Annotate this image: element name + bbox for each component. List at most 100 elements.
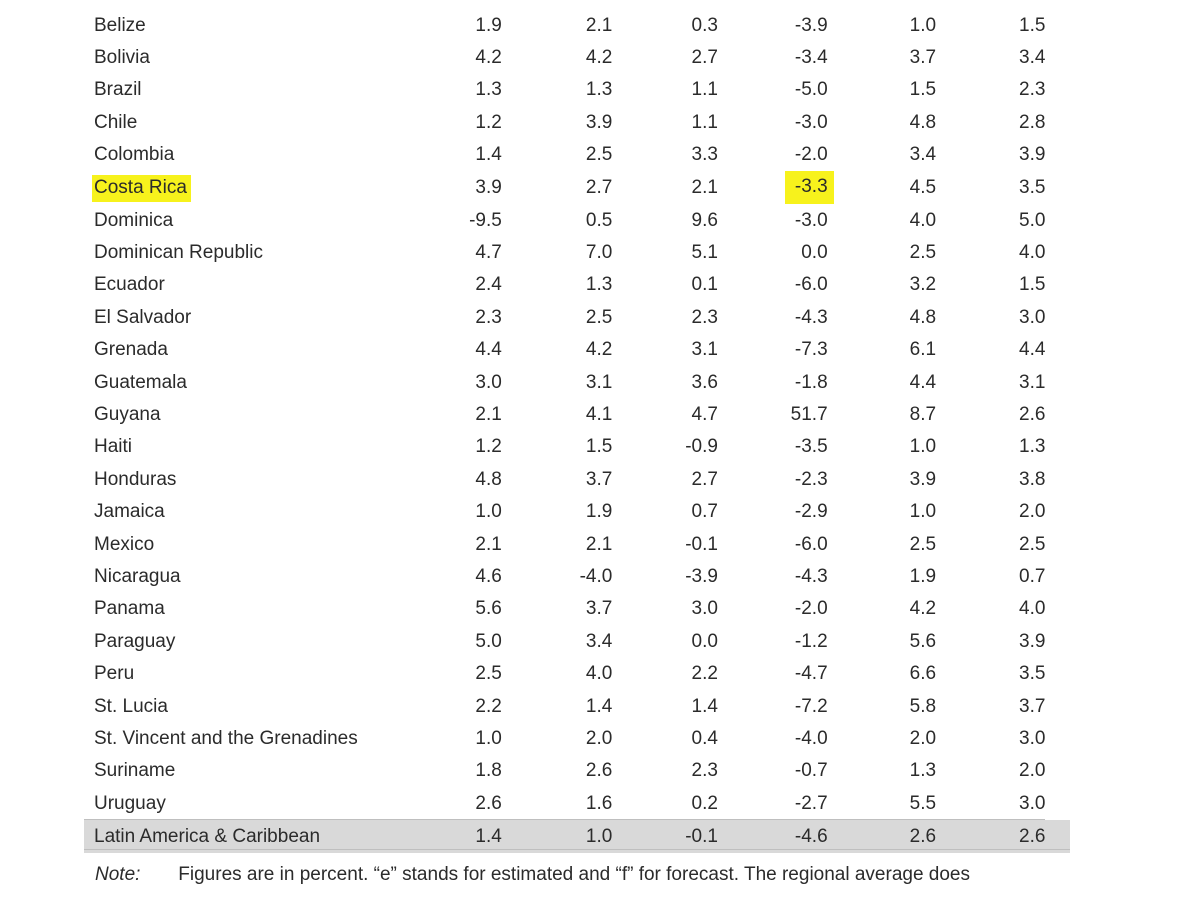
country-name: Suriname [94, 760, 176, 782]
row-padding [1045, 431, 1070, 463]
country-name: Grenada [94, 339, 168, 361]
country-cell: Ecuador [84, 269, 444, 301]
country-cell: Colombia [84, 139, 444, 171]
value-text: 1.0 [585, 826, 613, 848]
value-text: -3.0 [794, 209, 828, 231]
value-text: 3.6 [691, 371, 718, 393]
value-text: 1.0 [475, 501, 502, 523]
value-text: 6.1 [909, 339, 937, 361]
value-cell: -4.3 [718, 560, 828, 592]
value-cell: -7.3 [718, 334, 828, 366]
country-name: Guatemala [94, 371, 187, 393]
value-text: 3.0 [1019, 727, 1046, 749]
country-cell: El Salvador [84, 301, 444, 333]
table-row: Suriname 1.8 2.6 2.3 -0.7 1.3 2.0 [84, 755, 1070, 787]
value-text: 2.5 [909, 533, 937, 555]
value-cell: -6.0 [718, 269, 828, 301]
country-cell: Brazil [84, 74, 444, 106]
value-text: 2.3 [1019, 79, 1046, 101]
value-text: 3.7 [909, 47, 937, 69]
value-cell: -3.9 [612, 560, 718, 592]
value-cell: 2.5 [444, 657, 501, 689]
value-text: 0.1 [691, 274, 718, 296]
value-cell: 3.9 [936, 625, 1045, 657]
country-cell: Uruguay [84, 787, 444, 820]
value-cell: 3.6 [612, 366, 718, 398]
table-row: Ecuador 2.4 1.3 0.1 -6.0 3.2 1.5 [84, 269, 1070, 301]
value-text: 2.0 [1019, 501, 1046, 523]
country-name: Latin America & Caribbean [94, 826, 321, 848]
country-name: Costa Rica [92, 174, 191, 202]
value-text: 5.0 [475, 630, 502, 652]
value-cell: 1.1 [612, 106, 718, 138]
row-padding [1045, 657, 1070, 689]
value-cell: 1.4 [444, 139, 501, 171]
table-row: Dominica -9.5 0.5 9.6 -3.0 4.0 5.0 [84, 204, 1070, 236]
value-text: 8.7 [909, 403, 937, 425]
value-cell: 4.8 [444, 463, 501, 495]
row-padding [1045, 106, 1070, 138]
value-cell: 2.6 [936, 819, 1046, 853]
value-cell: 3.7 [502, 593, 612, 625]
value-cell: 4.2 [444, 41, 501, 73]
value-text: 4.2 [909, 598, 937, 620]
row-padding [1045, 690, 1070, 722]
value-text: 1.9 [475, 14, 502, 36]
value-cell: 1.9 [502, 495, 612, 527]
value-cell: 1.5 [828, 74, 936, 106]
value-cell: 2.4 [444, 269, 501, 301]
value-cell: -2.9 [718, 495, 828, 527]
value-text: 1.9 [909, 565, 937, 587]
value-text: 4.6 [475, 565, 502, 587]
value-cell: 5.0 [936, 204, 1045, 236]
row-padding [1045, 366, 1070, 398]
value-text: -2.7 [794, 792, 828, 814]
value-text: 4.5 [909, 176, 937, 198]
row-padding [1045, 204, 1070, 236]
table-row: Colombia 1.4 2.5 3.3 -2.0 3.4 3.9 [84, 139, 1070, 171]
value-cell: 4.1 [502, 398, 612, 430]
value-cell: -2.7 [718, 787, 828, 820]
value-text: 1.4 [585, 695, 613, 717]
value-text: 1.1 [691, 111, 718, 133]
value-cell: 3.9 [936, 139, 1045, 171]
value-text: 3.5 [1019, 176, 1046, 198]
value-cell: 2.5 [502, 139, 613, 171]
value-cell: -4.6 [717, 819, 828, 853]
value-cell: 0.3 [612, 9, 718, 41]
table-body: Belize 1.9 2.1 0.3 -3.9 1.0 1.5 Bolivia 4.2 4.2 2.… [84, 9, 1070, 853]
value-cell: 3.4 [936, 41, 1045, 73]
table-row: Paraguay 5.0 3.4 0.0 -1.2 5.6 3.9 [84, 625, 1070, 657]
table-bottom-rule [84, 849, 1070, 850]
country-cell: Panama [84, 593, 444, 625]
value-cell: 4.4 [828, 366, 936, 398]
value-text: 2.5 [585, 144, 613, 166]
value-text: 3.0 [1019, 306, 1046, 328]
value-text: 2.7 [585, 176, 613, 198]
country-cell: Bolivia [84, 41, 444, 73]
value-text: 2.5 [1019, 533, 1046, 555]
row-padding [1045, 334, 1070, 366]
row-padding [1045, 560, 1070, 592]
value-cell: 4.4 [444, 334, 501, 366]
value-cell: 1.4 [612, 690, 718, 722]
value-cell: -9.5 [444, 204, 502, 236]
value-text: -2.9 [794, 501, 828, 523]
value-cell: 3.4 [828, 139, 936, 171]
value-text: 2.0 [1019, 760, 1046, 782]
country-name: Peru [94, 663, 135, 685]
value-text: 1.2 [475, 436, 502, 458]
table-row: Peru 2.5 4.0 2.2 -4.7 6.6 3.5 [84, 657, 1070, 689]
value-cell: 1.3 [828, 755, 936, 787]
country-name: Jamaica [94, 501, 165, 523]
value-text: -0.7 [794, 760, 828, 782]
value-cell: 3.3 [612, 139, 718, 171]
country-cell: St. Lucia [84, 690, 444, 722]
table-row: Uruguay 2.6 1.6 0.2 -2.7 5.5 3.0 [84, 787, 1070, 820]
table-row: Mexico 2.1 2.1 -0.1 -6.0 2.5 2.5 [84, 528, 1070, 560]
table-row: Haiti 1.2 1.5 -0.9 -3.5 1.0 1.3 [84, 431, 1070, 463]
value-cell: 4.0 [936, 593, 1045, 625]
country-name: Bolivia [94, 47, 150, 69]
value-text: 3.8 [1019, 468, 1046, 490]
value-cell: 4.2 [502, 334, 612, 366]
